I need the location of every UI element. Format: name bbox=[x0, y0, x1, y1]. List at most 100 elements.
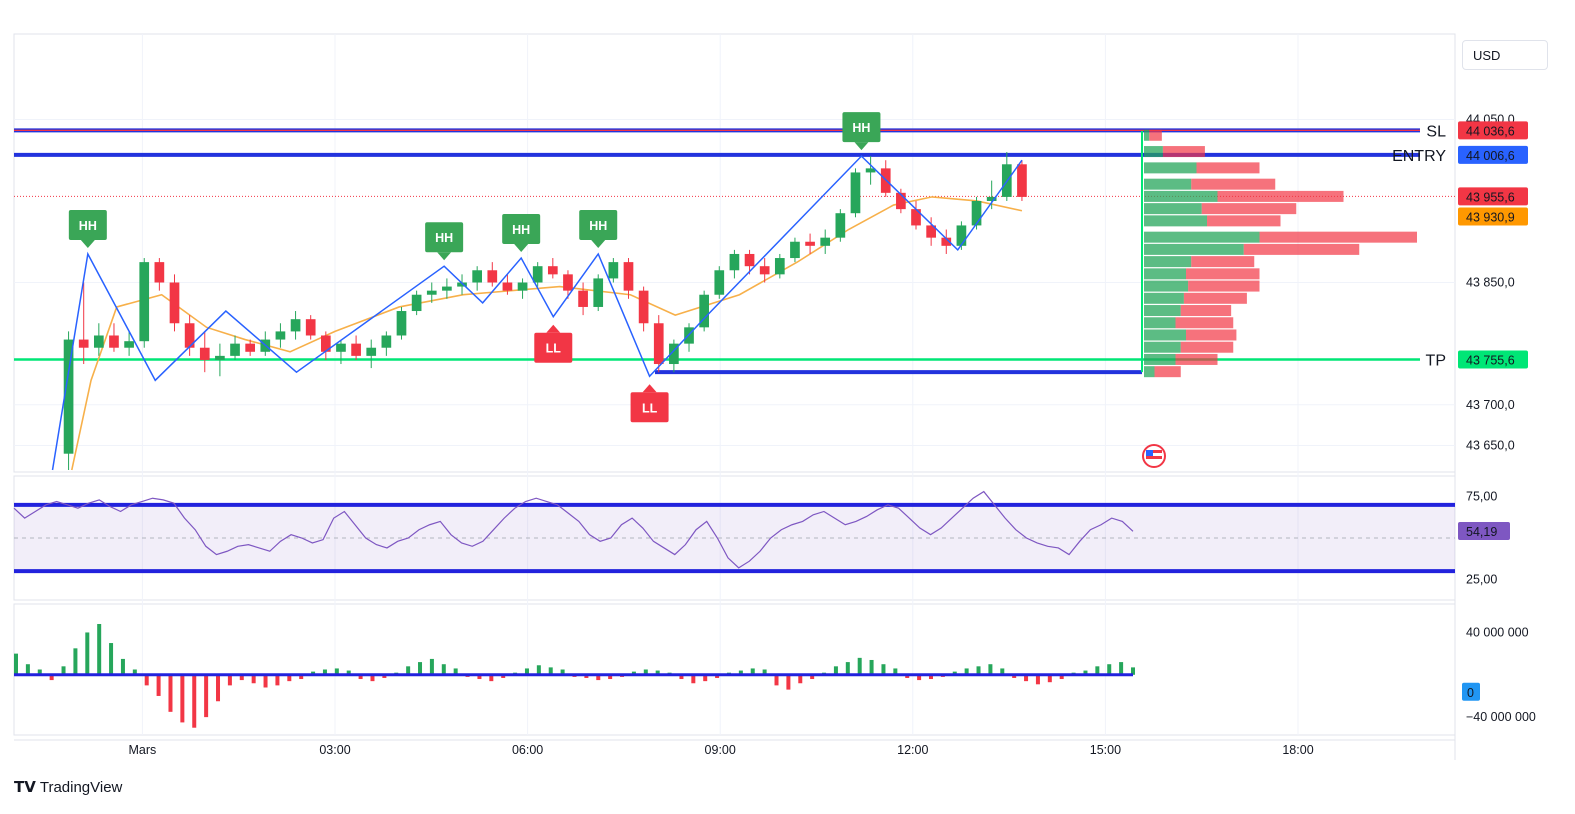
volume-delta-bar bbox=[964, 668, 969, 675]
price-tag-label: 43 955,6 bbox=[1466, 190, 1515, 204]
profile-bar-up bbox=[1144, 129, 1150, 141]
candle-body bbox=[774, 258, 785, 275]
volume-delta-bar bbox=[477, 674, 482, 680]
volume-delta-bar bbox=[73, 648, 78, 675]
price-axis[interactable]: 44 050,043 850,043 700,043 650,075,0025,… bbox=[1466, 112, 1536, 724]
volume-delta-bar bbox=[893, 668, 898, 675]
profile-bar-up bbox=[1144, 203, 1202, 215]
candle-body bbox=[971, 200, 982, 226]
time-tick-label: 15:00 bbox=[1090, 743, 1121, 757]
zigzag-series bbox=[51, 155, 1023, 471]
volume-delta-bar bbox=[132, 669, 137, 675]
price-tick-label: 43 850,0 bbox=[1466, 276, 1515, 290]
candle-body bbox=[744, 253, 755, 267]
volume-delta-bar bbox=[679, 674, 684, 680]
price-tag-label: 44 036,6 bbox=[1466, 124, 1515, 138]
volume-delta-bar bbox=[1047, 674, 1052, 683]
volume-delta-bar bbox=[608, 674, 613, 680]
profile-bar-down bbox=[1196, 162, 1260, 174]
marker-arrow bbox=[437, 252, 452, 261]
volume-delta-bar bbox=[786, 674, 791, 690]
marker-label: HH bbox=[852, 121, 870, 135]
currency-selector[interactable]: USD bbox=[1462, 40, 1548, 70]
time-tick-label: 06:00 bbox=[512, 743, 543, 757]
marker-arrow bbox=[642, 384, 657, 393]
volume-delta-bar bbox=[358, 674, 363, 680]
profile-bar-up bbox=[1144, 178, 1192, 190]
volume-delta-bar bbox=[287, 674, 292, 682]
brand-label: TradingView bbox=[39, 779, 123, 796]
volume-delta-bar bbox=[501, 674, 506, 678]
time-tick-label: 18:00 bbox=[1282, 743, 1313, 757]
volume-delta-pane bbox=[14, 623, 1135, 728]
marker-label: LL bbox=[546, 342, 562, 356]
price-tag-box bbox=[1458, 350, 1528, 369]
profile-bar-down bbox=[1191, 256, 1255, 268]
volume-delta-bar bbox=[857, 657, 862, 675]
candle-body bbox=[653, 323, 664, 365]
rsi-pane bbox=[13, 490, 1455, 574]
volume-delta-bar bbox=[536, 665, 541, 675]
volume-delta-bar bbox=[560, 669, 565, 675]
candle-body bbox=[411, 294, 422, 312]
rsi-tick-label: 75,00 bbox=[1466, 490, 1497, 504]
candle-body bbox=[442, 286, 452, 291]
profile-bar-down bbox=[1183, 292, 1247, 304]
volume-delta-bar bbox=[905, 674, 910, 678]
time-axis[interactable]: Mars 03:00 06:00 09:00 12:00 15:00 18:00 bbox=[129, 743, 1314, 757]
candle-body bbox=[199, 347, 210, 360]
rsi-series bbox=[13, 490, 1134, 569]
profile-bar-up bbox=[1144, 190, 1218, 202]
swing-marker-ll: LL bbox=[534, 324, 573, 363]
swing-marker-hh: HH bbox=[502, 214, 541, 253]
volume-delta-bar bbox=[406, 666, 411, 675]
profile-bar-down bbox=[1180, 341, 1234, 353]
candle-body bbox=[926, 225, 936, 238]
price-tag-box bbox=[1458, 121, 1528, 140]
volume-delta-bar bbox=[584, 674, 589, 678]
volume-profile bbox=[1144, 129, 1417, 378]
volume-delta-bar bbox=[489, 674, 494, 682]
candle-body bbox=[759, 266, 770, 275]
volume-delta-bar bbox=[548, 667, 553, 675]
candle-body bbox=[729, 253, 740, 271]
time-tick-label: 09:00 bbox=[705, 743, 736, 757]
volume-delta-bar bbox=[109, 643, 114, 675]
profile-bar-down bbox=[1259, 231, 1417, 243]
marker-label: HH bbox=[512, 223, 530, 237]
candle-body bbox=[835, 213, 846, 238]
marker-label: HH bbox=[79, 219, 97, 233]
volume-delta-bar bbox=[311, 671, 316, 675]
candle-body bbox=[502, 282, 513, 291]
candle-body bbox=[63, 339, 74, 454]
price-tag-box bbox=[1458, 207, 1528, 226]
candle-body bbox=[608, 262, 619, 279]
candle-body bbox=[139, 262, 150, 342]
candle-body bbox=[169, 282, 180, 324]
marker-arrow bbox=[80, 239, 95, 248]
candle-body bbox=[426, 290, 437, 295]
candle-body bbox=[517, 282, 528, 291]
candle-body bbox=[865, 168, 876, 173]
volume-delta-bar bbox=[418, 662, 423, 675]
volume-delta-bar bbox=[322, 669, 327, 675]
volume-delta-bar bbox=[370, 674, 375, 682]
profile-bar-up bbox=[1144, 146, 1163, 158]
swing-marker-hh: HH bbox=[68, 209, 107, 248]
volume-delta-bar bbox=[1131, 667, 1135, 675]
volume-delta-bar bbox=[299, 674, 304, 680]
marker-label: HH bbox=[589, 219, 607, 233]
marker-arrow bbox=[546, 324, 561, 333]
price-tag-label: 43 930,9 bbox=[1466, 211, 1515, 225]
candle-body bbox=[578, 290, 588, 307]
profile-bar-up bbox=[1144, 243, 1244, 255]
volume-delta-bar bbox=[715, 674, 720, 678]
volume-delta-bar bbox=[1024, 674, 1029, 682]
profile-bar-up bbox=[1144, 366, 1155, 378]
tradingview-logo-icon: TV bbox=[14, 778, 36, 796]
profile-bar-down bbox=[1186, 268, 1260, 280]
volume-delta-bar bbox=[120, 658, 125, 675]
candle-body bbox=[336, 343, 346, 352]
candle-body bbox=[78, 339, 89, 348]
